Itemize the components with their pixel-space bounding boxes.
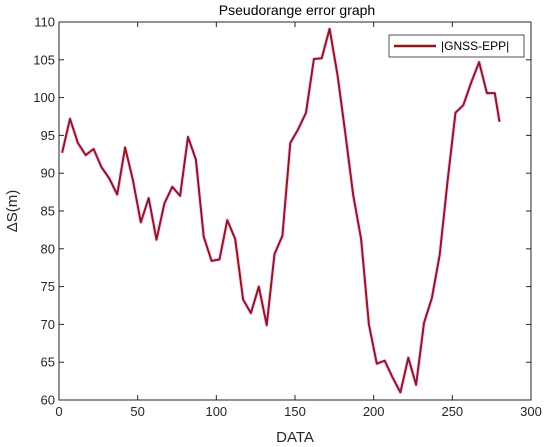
y-tick-label: 100 [33, 90, 55, 105]
y-tick-label: 105 [33, 52, 55, 67]
y-tick-label: 95 [41, 128, 55, 143]
x-tick-label: 200 [363, 404, 385, 419]
series-layer [60, 26, 502, 395]
legend-entry-label: |GNSS-EPP| [441, 39, 509, 53]
y-tick-label: 65 [41, 355, 55, 370]
plot-area [58, 21, 532, 401]
x-tick-label: 250 [441, 404, 463, 419]
legend: |GNSS-EPP| [388, 34, 525, 58]
x-tick-label: 300 [520, 404, 542, 419]
y-tick-label: 75 [41, 279, 55, 294]
x-axis-label: DATA [276, 429, 314, 446]
y-tick-label: 90 [41, 166, 55, 181]
y-tick-label: 110 [34, 15, 55, 30]
y-axis-label: ΔS(m) [4, 190, 21, 233]
x-tick-label: 100 [205, 404, 227, 419]
legend-box [388, 34, 525, 58]
y-tick-label: 60 [41, 393, 55, 408]
chart-title: Pseudorange error graph [219, 2, 375, 18]
x-tick-label: 0 [55, 404, 62, 419]
y-axis: 60 65 70 75 80 85 90 95 100 105 110 [33, 15, 531, 408]
y-tick-label: 85 [41, 204, 55, 219]
x-tick-label: 150 [284, 404, 306, 419]
x-tick-label: 50 [130, 404, 144, 419]
series-line-gnss-epp [61, 27, 501, 394]
x-axis: 0 50 100 150 200 250 300 [55, 22, 542, 419]
y-tick-label: 70 [41, 317, 55, 332]
y-tick-label: 80 [41, 241, 55, 256]
